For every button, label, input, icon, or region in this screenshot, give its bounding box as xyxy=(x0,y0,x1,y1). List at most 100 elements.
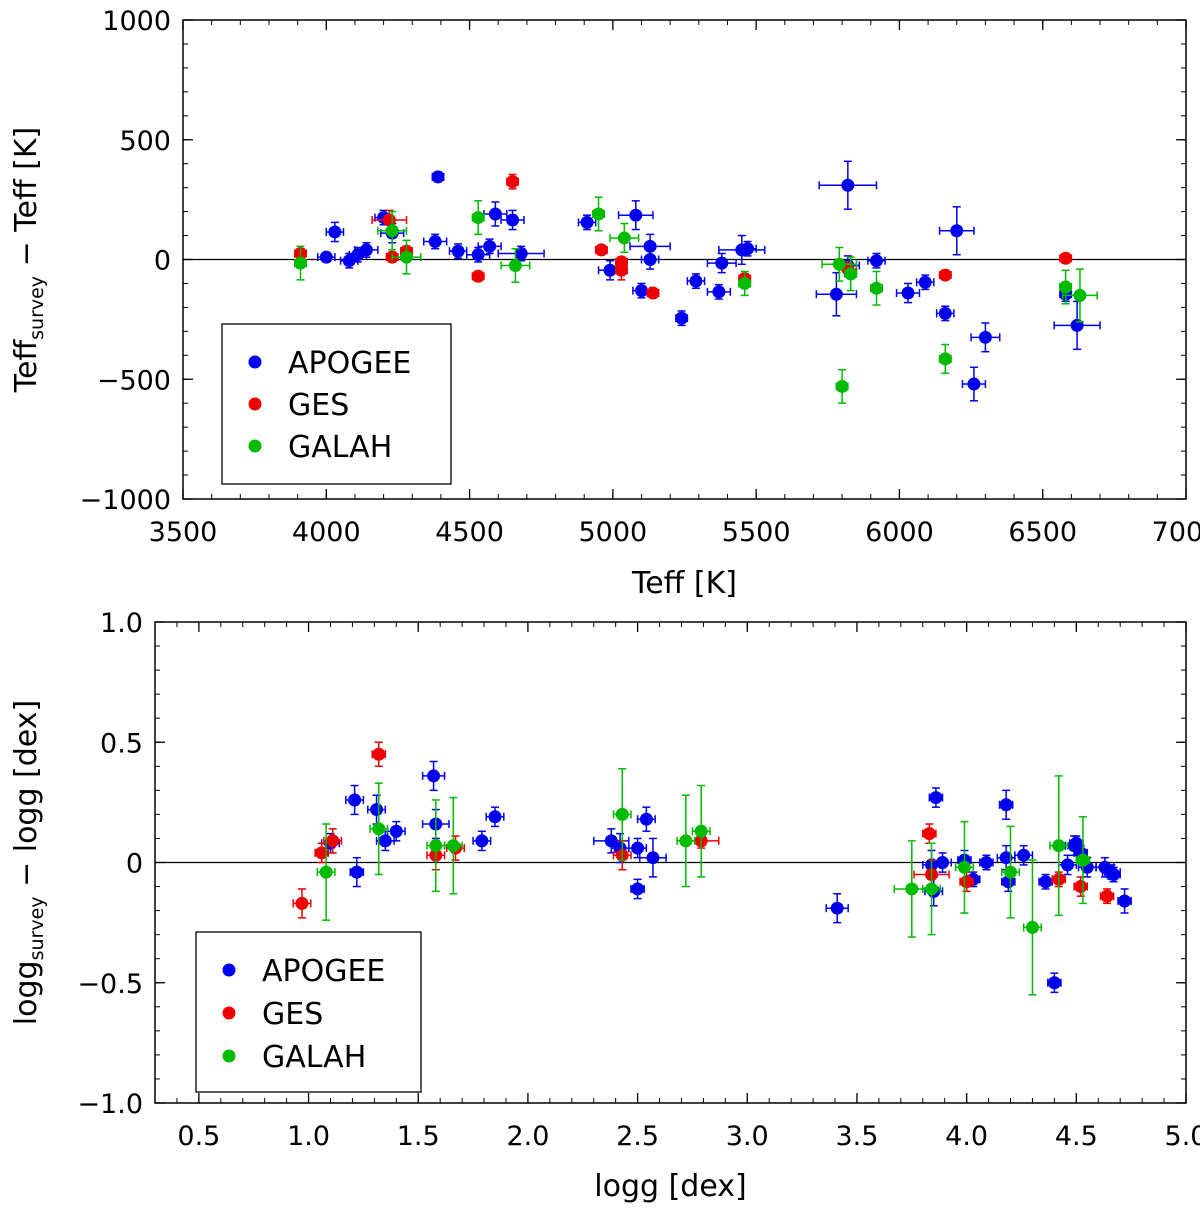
data-point-ges xyxy=(506,175,520,189)
legend: APOGEE GES GALAH xyxy=(195,931,422,1093)
data-point-apogee xyxy=(712,285,726,299)
y-axis-label-rest: − logg [dex] xyxy=(9,700,44,897)
legend-label-ges: GES xyxy=(288,388,349,423)
data-point-galah xyxy=(385,224,399,238)
legend-label-ges: GES xyxy=(262,997,323,1032)
data-point-ges xyxy=(614,263,628,277)
x-tick-label: 3500 xyxy=(149,517,218,548)
data-point-galah xyxy=(1052,839,1066,853)
x-tick-label: 4500 xyxy=(435,517,504,548)
x-tick-label: 5.0 xyxy=(1165,1121,1200,1152)
data-point-apogee xyxy=(389,824,403,838)
data-point-ges xyxy=(1059,251,1073,265)
data-point-ges xyxy=(938,268,952,282)
data-point-apogee xyxy=(471,248,485,262)
data-point-apogee xyxy=(631,841,645,855)
y-axis-label-rest: − Teff [K] xyxy=(9,127,44,276)
data-point-ges xyxy=(594,243,608,257)
data-point-galah xyxy=(1025,920,1039,934)
data-point-apogee xyxy=(967,377,981,391)
data-point-ges xyxy=(295,896,309,910)
data-point-galah xyxy=(471,211,485,225)
data-point-galah xyxy=(1059,280,1073,294)
data-point-apogee xyxy=(999,798,1013,812)
legend: APOGEE GES GALAH xyxy=(221,323,452,485)
data-point-apogee xyxy=(929,791,943,805)
y-tick-label: 500 xyxy=(119,126,171,157)
data-point-ges xyxy=(1074,880,1088,894)
y-axis-label: Teffsurvey − Teff [K] xyxy=(9,127,48,393)
data-point-apogee xyxy=(451,244,465,258)
x-tick-label: 4.0 xyxy=(945,1121,988,1152)
data-point-apogee xyxy=(328,225,342,239)
data-point-galah xyxy=(592,207,606,221)
legend-label-galah: GALAH xyxy=(288,430,392,465)
data-point-apogee xyxy=(603,263,617,277)
y-tick-label: −500 xyxy=(97,365,171,396)
data-point-galah xyxy=(1004,865,1018,879)
data-point-apogee xyxy=(431,170,445,184)
data-point-ges xyxy=(315,846,329,860)
x-tick-label: 5500 xyxy=(722,517,791,548)
x-axis-label: logg [dex] xyxy=(594,1169,746,1204)
x-tick-label: 6000 xyxy=(865,517,934,548)
data-point-ges xyxy=(960,875,974,889)
x-tick-label: 2.5 xyxy=(616,1121,659,1152)
data-point-apogee xyxy=(1047,976,1061,990)
data-point-apogee xyxy=(370,803,384,817)
data-point-apogee xyxy=(1107,868,1121,882)
data-point-apogee xyxy=(483,239,497,253)
data-point-apogee xyxy=(901,286,915,300)
data-point-apogee xyxy=(1039,875,1053,889)
data-point-galah xyxy=(319,865,333,879)
data-point-apogee xyxy=(506,213,520,227)
x-tick-label: 6500 xyxy=(1008,517,1077,548)
data-point-apogee xyxy=(428,235,442,249)
panel-teff-residuals: 35004000450050005500600065007000−1000−50… xyxy=(9,6,1200,601)
y-axis-label: loggsurvey − logg [dex] xyxy=(9,700,48,1025)
legend-marker-galah xyxy=(222,1049,236,1063)
y-axis-label-main: Teff xyxy=(9,339,44,394)
data-point-apogee xyxy=(378,834,392,848)
data-point-galah xyxy=(429,839,443,853)
y-tick-label: 0 xyxy=(154,246,171,277)
data-point-galah xyxy=(1076,853,1090,867)
data-point-apogee xyxy=(689,274,703,288)
y-axis-label-subscript: survey xyxy=(26,896,48,960)
x-tick-label: 1.0 xyxy=(287,1121,330,1152)
legend-marker-apogee xyxy=(248,355,262,369)
data-point-apogee xyxy=(639,812,653,826)
data-point-apogee xyxy=(978,330,992,344)
y-tick-label: −1.0 xyxy=(77,1089,143,1120)
data-point-apogee xyxy=(348,793,362,807)
y-tick-label: −0.5 xyxy=(77,969,143,1000)
data-point-ges xyxy=(326,834,340,848)
data-point-apogee xyxy=(918,275,932,289)
data-point-apogee xyxy=(1061,858,1075,872)
data-point-apogee xyxy=(936,856,950,869)
data-point-apogee xyxy=(475,834,489,848)
data-point-galah xyxy=(615,807,629,821)
data-point-apogee xyxy=(359,243,373,257)
x-tick-label: 3.5 xyxy=(835,1121,878,1152)
y-axis-label-subscript: survey xyxy=(26,276,48,340)
data-point-apogee xyxy=(604,834,618,848)
data-point-galah xyxy=(679,834,693,848)
data-point-galah xyxy=(738,276,752,290)
data-point-apogee xyxy=(631,882,645,896)
data-point-apogee xyxy=(643,253,657,266)
data-point-apogee xyxy=(350,865,364,879)
data-point-galah xyxy=(694,824,708,838)
data-point-apogee xyxy=(427,769,441,783)
data-point-galah xyxy=(844,267,858,281)
data-point-apogee xyxy=(1070,318,1084,332)
data-point-ges xyxy=(922,827,936,841)
x-tick-label: 3.0 xyxy=(726,1121,769,1152)
data-point-apogee xyxy=(319,250,333,264)
x-axis-label: Teff [K] xyxy=(631,566,737,601)
y-tick-label: 0.5 xyxy=(100,728,143,759)
data-point-apogee xyxy=(1017,848,1031,862)
data-point-galah xyxy=(617,231,631,245)
x-tick-label: 7000 xyxy=(1152,517,1200,548)
